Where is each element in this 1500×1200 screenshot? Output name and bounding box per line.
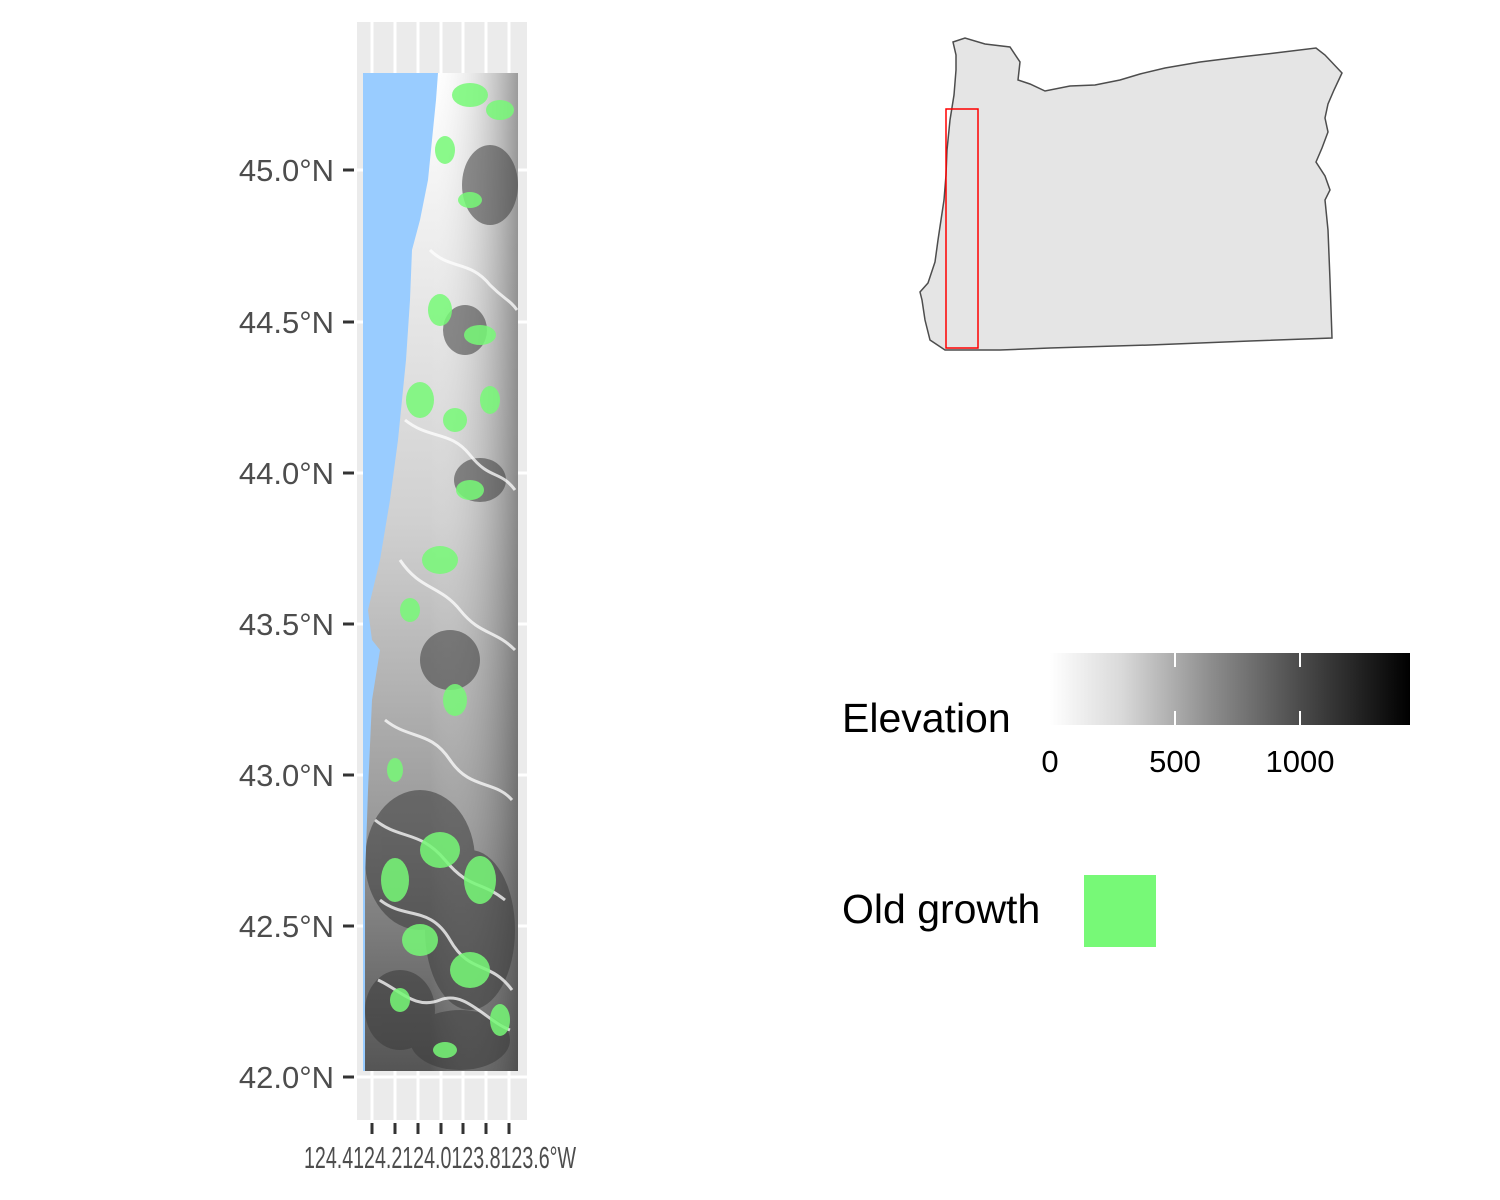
y-tick-label: 43.5°N: [239, 607, 334, 642]
elevation-tick-label: 500: [1149, 744, 1201, 779]
y-tick-label: 43.0°N: [239, 758, 334, 793]
oregon-outline: [919, 37, 1343, 351]
y-tick-label: 42.0°N: [239, 1060, 334, 1095]
old-growth-patches: [381, 83, 514, 1058]
y-tick-label: 45.0°N: [239, 153, 334, 188]
y-tick-label: 44.5°N: [239, 305, 334, 340]
x-axis-labels-overlapping: 124.4124.2124.0123.8123.6°W: [304, 1140, 576, 1175]
elevation-tick-bottom: [1299, 711, 1301, 725]
elevation-tick-label: 1000: [1265, 744, 1335, 779]
elevation-tick-top: [1299, 653, 1301, 667]
elevation-legend-title: Elevation: [842, 695, 1011, 741]
y-tick-label: 44.0°N: [239, 456, 334, 491]
old-growth-legend-key: [1084, 875, 1156, 947]
elevation-color-bar: [1050, 653, 1410, 725]
elevation-tick-top: [1174, 653, 1176, 667]
old-growth-legend-title: Old growth: [842, 886, 1041, 932]
x-axis: 124.4124.2124.0123.8123.6°W: [304, 1123, 576, 1175]
study-area-extent-box: [945, 108, 979, 349]
inset-map: [919, 37, 1343, 351]
elevation-tick-label: 0: [1041, 744, 1059, 779]
elevation-tick-bottom: [1174, 711, 1176, 725]
y-axis: 45.0°N 44.5°N 44.0°N 43.5°N 43.0°N 42.5°…: [239, 153, 354, 1095]
y-tick-label: 42.5°N: [239, 909, 334, 944]
